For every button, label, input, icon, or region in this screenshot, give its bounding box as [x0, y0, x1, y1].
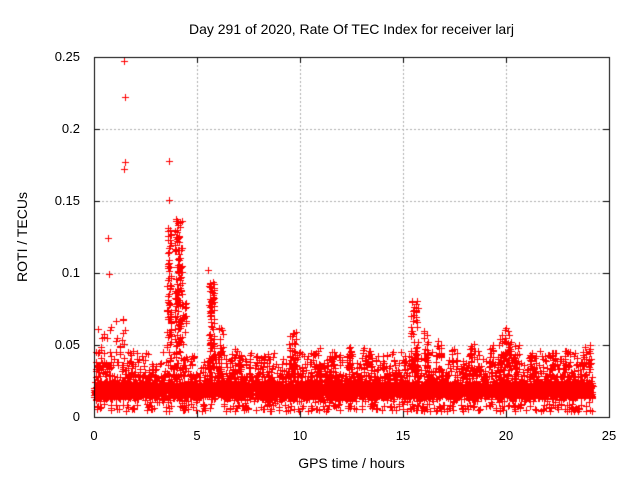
y-tick-label: 0 — [72, 409, 80, 424]
x-tick-label: 5 — [193, 428, 201, 443]
chart-title: Day 291 of 2020, Rate Of TEC Index for r… — [188, 21, 514, 37]
y-tick-label: 0.1 — [61, 265, 80, 280]
x-tick-label: 0 — [90, 428, 98, 443]
y-tick-label: 0.15 — [54, 193, 80, 208]
y-tick-label: 0.05 — [54, 337, 80, 352]
y-tick-label: 0.2 — [61, 121, 80, 136]
x-tick-label: 20 — [498, 428, 514, 443]
x-axis-label: GPS time / hours — [298, 455, 405, 471]
y-tick-label: 0.25 — [54, 49, 80, 64]
x-tick-label: 10 — [292, 428, 308, 443]
x-tick-label: 25 — [601, 428, 617, 443]
x-tick-label: 15 — [395, 428, 411, 443]
